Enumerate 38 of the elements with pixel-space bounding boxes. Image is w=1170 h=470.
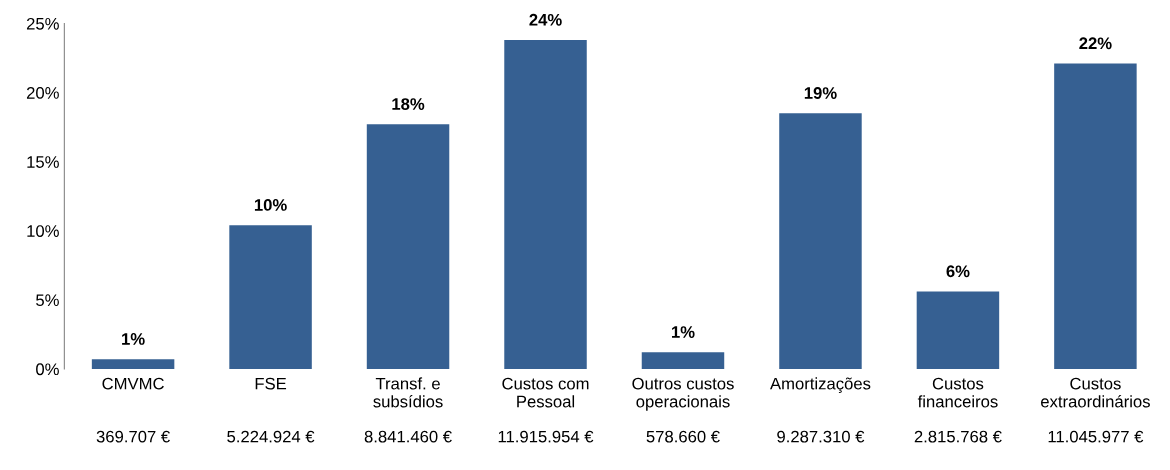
y-tick-label: 15% [27, 156, 59, 168]
x-tick-label: Amortizações [770, 377, 871, 393]
text: 369.707 € [96, 430, 170, 443]
y-tick-label: 0% [36, 363, 59, 376]
bar [91, 359, 175, 369]
data-label: 10% [254, 199, 287, 211]
y-tick-label: 25% [26, 17, 59, 30]
data-label: 22% [1079, 37, 1112, 50]
bar [916, 291, 1000, 369]
bar [779, 113, 862, 369]
bar [229, 225, 312, 369]
text: 578.660 € [646, 430, 720, 443]
text: 8.841.460 € [364, 430, 452, 443]
y-tick-label: 20% [26, 86, 59, 99]
data-label: 1% [671, 326, 695, 338]
x-tick-label: Custos com Pessoal [502, 377, 589, 408]
bar [641, 352, 725, 369]
x-tick-label: Custos extraordinários [1041, 377, 1150, 408]
data-label: 1% [122, 333, 145, 345]
x-tick-label: FSE [255, 377, 287, 390]
text: 11.045.977 € [1048, 430, 1144, 443]
data-label: 18% [392, 98, 425, 110]
bar [504, 40, 587, 369]
data-label: 24% [529, 13, 562, 26]
y-tick-label: 5% [36, 294, 59, 307]
bar [366, 124, 450, 369]
data-label: 19% [804, 87, 837, 99]
y-tick-label: 10% [27, 225, 59, 237]
text: 9.287.310 € [777, 430, 865, 443]
x-tick-label: CMVMC [102, 377, 164, 390]
x-tick-label: Custos financeiros [917, 377, 998, 408]
x-tick-label: Transf. e subsídios [373, 377, 443, 408]
bar [1054, 63, 1137, 369]
text: 5.224.924 € [227, 430, 315, 443]
text: 2.815.768 € [914, 430, 1002, 443]
data-label: 6% [946, 265, 970, 278]
text: 11.915.954 € [498, 430, 594, 443]
x-tick-label: Outros custos operacionais [632, 377, 734, 411]
